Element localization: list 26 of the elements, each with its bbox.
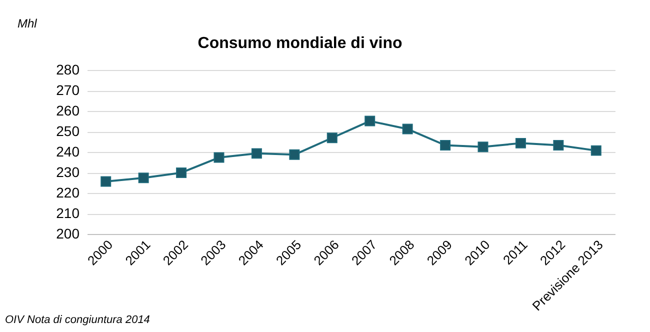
point (478, 142, 488, 152)
y-tick-label: 250 (56, 123, 80, 139)
point (251, 148, 262, 159)
text: OIV Nota di congiuntura 2014 (5, 314, 150, 326)
y-tick-label: 230 (56, 164, 80, 180)
y-tick-label: 200 (56, 226, 80, 242)
point (100, 176, 112, 187)
point (326, 132, 338, 144)
y-tick-label: 240 (56, 144, 80, 160)
y-tick-label: 270 (56, 82, 80, 98)
point (553, 140, 564, 150)
point (515, 138, 526, 148)
y-axis-title: Mhl (18, 16, 38, 30)
point (176, 167, 187, 178)
point (214, 152, 224, 163)
point (590, 145, 602, 156)
point (289, 149, 300, 160)
point (138, 172, 149, 184)
y-tick-label: 220 (56, 184, 80, 200)
point (364, 116, 376, 126)
y-tick-label: 260 (56, 102, 80, 118)
point (440, 140, 451, 150)
chart-title: Consumo mondiale di vino (198, 35, 402, 52)
y-tick-label: 280 (56, 62, 80, 78)
point (402, 124, 413, 134)
y-tick-label: 210 (56, 205, 80, 221)
